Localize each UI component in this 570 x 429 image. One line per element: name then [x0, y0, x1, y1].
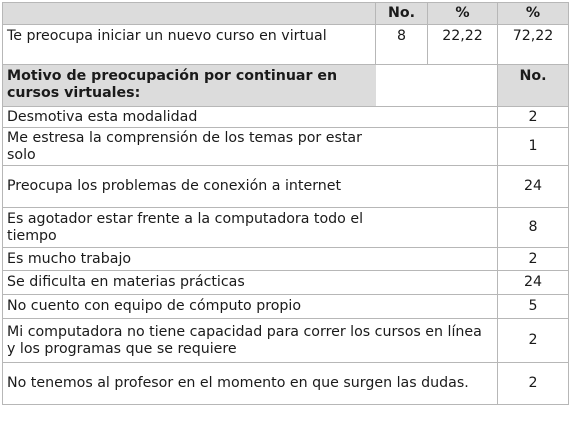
row-label: Mi computadora no tiene capacidad para c… [2, 318, 498, 363]
survey-table: No. % % Te preocupa iniciar un nuevo cur… [2, 2, 569, 405]
row-spacer [427, 270, 498, 295]
first-row-no: 8 [375, 24, 428, 65]
first-row-label: Te preocupa iniciar un nuevo curso en vi… [2, 24, 376, 65]
row-no: 2 [497, 362, 569, 405]
row-spacer [427, 106, 498, 128]
table-row: No tenemos al profesor en el momento en … [2, 362, 569, 405]
table-row: Me estresa la comprensión de los temas p… [2, 127, 569, 166]
row-spacer [427, 207, 498, 248]
row-spacer [427, 294, 498, 319]
table-row: Es agotador estar frente a la computador… [2, 207, 569, 248]
row-no: 8 [497, 207, 569, 248]
row-spacer [427, 247, 498, 271]
row-label: Es agotador estar frente a la computador… [2, 207, 376, 248]
row-label: Desmotiva esta modalidad [2, 106, 376, 128]
section-title: Motivo de preocupación por continuar en … [2, 64, 376, 107]
first-row-percent-2: 72,22 [497, 24, 569, 65]
table-row: Mi computadora no tiene capacidad para c… [2, 318, 569, 363]
first-data-row: Te preocupa iniciar un nuevo curso en vi… [2, 24, 569, 65]
section-blank-cell-1 [375, 64, 428, 107]
row-label: Se dificulta en materias prácticas [2, 270, 376, 295]
table-row: Preocupa los problemas de conexión a int… [2, 165, 569, 208]
header-percent-1: % [427, 2, 498, 25]
row-label: Es mucho trabajo [2, 247, 376, 271]
row-spacer [375, 270, 428, 295]
first-row-percent-1: 22,22 [427, 24, 498, 65]
row-spacer [427, 165, 498, 208]
table-row: No cuento con equipo de cómputo propio 5 [2, 294, 569, 319]
row-label: Me estresa la comprensión de los temas p… [2, 127, 376, 166]
row-no: 2 [497, 106, 569, 128]
row-label: No tenemos al profesor en el momento en … [2, 362, 498, 405]
table-row: Desmotiva esta modalidad 2 [2, 106, 569, 128]
row-no: 24 [497, 270, 569, 295]
row-label: Preocupa los problemas de conexión a int… [2, 165, 376, 208]
section-header-row: Motivo de preocupación por continuar en … [2, 64, 569, 107]
row-no: 5 [497, 294, 569, 319]
row-no: 1 [497, 127, 569, 166]
header-percent-2: % [497, 2, 569, 25]
row-spacer [427, 127, 498, 166]
table-row: Se dificulta en materias prácticas 24 [2, 270, 569, 295]
row-no: 2 [497, 247, 569, 271]
row-spacer [375, 294, 428, 319]
row-spacer [375, 106, 428, 128]
section-header-no: No. [497, 64, 569, 107]
row-no: 24 [497, 165, 569, 208]
row-spacer [375, 165, 428, 208]
row-spacer [375, 207, 428, 248]
header-row: No. % % [2, 2, 569, 25]
row-spacer [375, 247, 428, 271]
header-no: No. [375, 2, 428, 25]
header-blank-cell [2, 2, 376, 25]
row-no: 2 [497, 318, 569, 363]
row-spacer [375, 127, 428, 166]
table-row: Es mucho trabajo 2 [2, 247, 569, 271]
section-blank-cell-2 [427, 64, 498, 107]
row-label: No cuento con equipo de cómputo propio [2, 294, 376, 319]
